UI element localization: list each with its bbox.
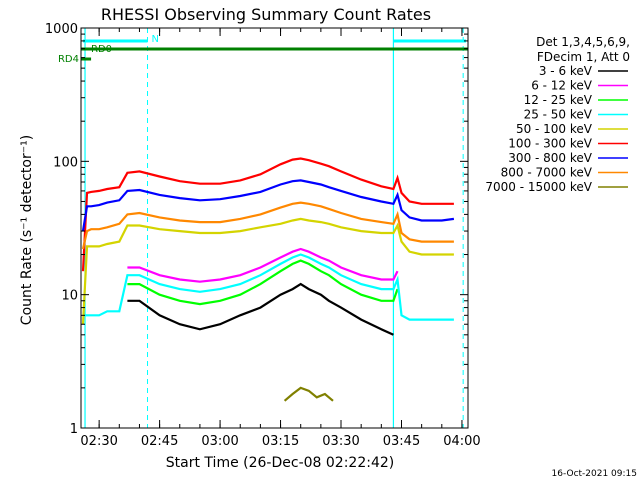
series-line-8 xyxy=(283,386,334,402)
legend-entry-label: 300 - 800 keV xyxy=(508,151,592,165)
series-line-4 xyxy=(81,217,454,325)
x-tick-label: 03:45 xyxy=(383,434,420,449)
y-tick-label: 100 xyxy=(53,155,78,170)
series-line-5 xyxy=(81,157,454,272)
x-tick-label: 04:00 xyxy=(443,434,480,449)
legend-entry-label: 100 - 300 keV xyxy=(508,137,592,151)
legend-entry-label: 12 - 25 keV xyxy=(524,93,593,107)
legend: Det 1,3,4,5,6,9, FDecim 1, Att 0 3 - 6 k… xyxy=(485,35,630,194)
chart-title: RHESSI Observing Summary Count Rates xyxy=(101,5,431,24)
annotation-rd4-label: RD4 xyxy=(58,54,79,65)
legend-entry-label: 7000 - 15000 keV xyxy=(485,180,592,194)
y-axis-label: Count Rate (s⁻¹ detector⁻¹) xyxy=(19,135,35,325)
x-tick-label: 02:45 xyxy=(141,434,178,449)
annotation-n-label: N xyxy=(152,34,159,45)
series-line-0 xyxy=(127,282,394,336)
x-tick-label: 02:30 xyxy=(80,434,117,449)
legend-entry-label: 25 - 50 keV xyxy=(524,108,593,122)
legend-entry-label: 3 - 6 keV xyxy=(539,64,593,78)
y-tick-label: 10 xyxy=(61,289,78,304)
legend-entry-label: 800 - 7000 keV xyxy=(501,166,593,180)
footer-date: 16-Oct-2021 09:15 xyxy=(552,469,637,479)
series-line-6 xyxy=(81,179,455,232)
annotation-rd0-label: RD0 xyxy=(91,44,112,55)
legend-header-line-1: Det 1,3,4,5,6,9, xyxy=(536,35,630,49)
legend-header-line-2: FDecim 1, Att 0 xyxy=(537,50,630,64)
legend-entry-label: 6 - 12 keV xyxy=(531,79,593,93)
series-line-2 xyxy=(127,259,399,306)
x-tick-label: 03:00 xyxy=(201,434,238,449)
y-tick-label: 1 xyxy=(70,422,78,437)
y-tick-label: 1000 xyxy=(45,22,78,37)
series-line-1 xyxy=(127,247,399,283)
legend-entry-label: 50 - 100 keV xyxy=(516,122,593,136)
x-axis-label: Start Time (26-Dec-08 02:22:42) xyxy=(166,455,394,471)
x-tick-label: 03:15 xyxy=(262,434,299,449)
x-tick-label: 03:30 xyxy=(322,434,359,449)
series-line-3 xyxy=(83,253,454,321)
plot-frame xyxy=(80,27,469,429)
series-line-7 xyxy=(81,201,454,250)
